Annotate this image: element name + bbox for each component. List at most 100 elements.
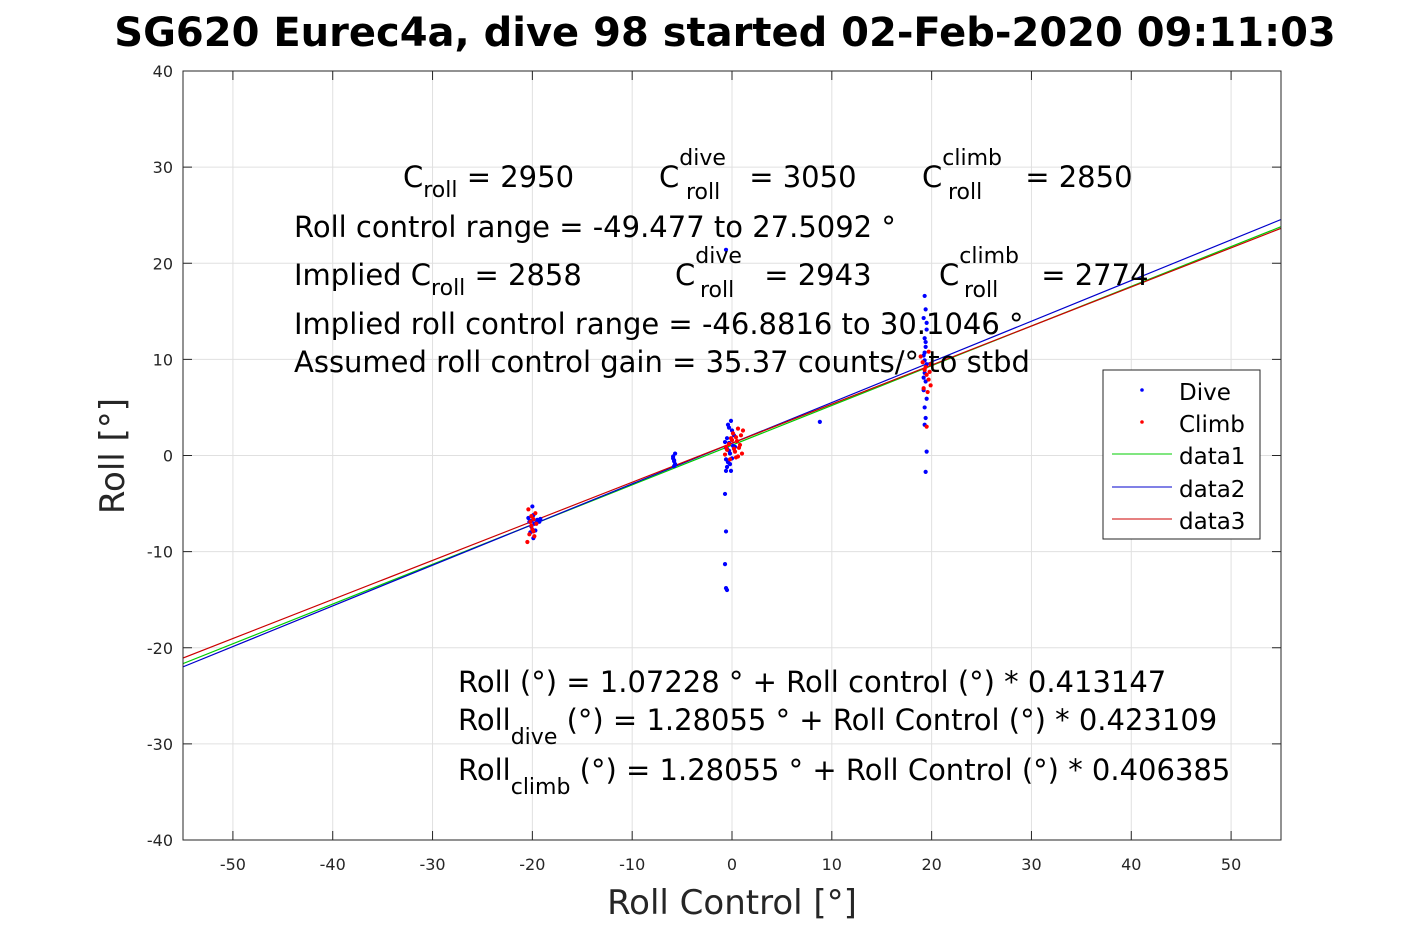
dive-point bbox=[526, 515, 531, 521]
dive-point bbox=[723, 468, 729, 473]
y-tick-label: -10 bbox=[147, 543, 173, 562]
dive-point bbox=[727, 451, 733, 456]
dive-point bbox=[923, 344, 928, 349]
x-tick-label: 30 bbox=[1021, 855, 1041, 874]
climb-point bbox=[738, 433, 744, 438]
x-tick-label: 50 bbox=[1221, 855, 1241, 874]
climb-point bbox=[735, 454, 741, 459]
legend-dive-label: Dive bbox=[1179, 380, 1231, 406]
dive-point bbox=[728, 468, 734, 473]
climb-point bbox=[531, 529, 536, 534]
chart-title: SG620 Eurec4a, dive 98 started 02-Feb-20… bbox=[114, 10, 1335, 56]
x-tick-label: -40 bbox=[320, 855, 346, 874]
y-tick-label: 40 bbox=[153, 62, 173, 81]
legend-data2-label: data2 bbox=[1179, 477, 1245, 503]
dive-point bbox=[921, 375, 926, 380]
roll-equation: Roll (°) = 1.07228 ° + Roll control (°) … bbox=[458, 665, 1166, 699]
x-tick-label: 40 bbox=[1121, 855, 1141, 874]
climb-point bbox=[924, 424, 929, 429]
y-tick-label: -20 bbox=[147, 639, 173, 658]
fit-line-data3 bbox=[183, 227, 1281, 659]
x-tick-label: -20 bbox=[519, 855, 545, 874]
dive-point bbox=[922, 350, 927, 355]
c-roll-annotation: Croll = 2950 bbox=[403, 160, 574, 203]
climb-point bbox=[730, 431, 736, 436]
y-tick-label: -30 bbox=[147, 735, 173, 754]
dive-point bbox=[722, 491, 728, 497]
dive-point bbox=[726, 425, 732, 430]
dive-point bbox=[923, 415, 928, 421]
climb-point bbox=[528, 519, 533, 524]
y-axis-ticks: -40 -30 -20 -10 0 10 20 30 40 bbox=[147, 62, 1281, 850]
legend: Dive Climb data1 data2 data3 bbox=[1102, 369, 1261, 540]
scatter-points bbox=[525, 247, 933, 593]
c-roll-dive-annotation: Cdive roll = 3050 bbox=[659, 146, 857, 205]
dive-point bbox=[817, 419, 822, 424]
climb-point bbox=[925, 389, 930, 395]
legend-climb-label: Climb bbox=[1179, 412, 1245, 438]
dive-point bbox=[673, 451, 678, 456]
legend-climb-marker bbox=[1140, 420, 1144, 424]
climb-point bbox=[731, 446, 737, 451]
climb-point bbox=[921, 386, 926, 391]
x-axis-label: Roll Control [°] bbox=[607, 883, 857, 923]
climb-point bbox=[739, 451, 745, 456]
x-tick-label: 20 bbox=[921, 855, 941, 874]
dive-point bbox=[724, 587, 730, 593]
climb-point bbox=[924, 372, 929, 377]
climb-point bbox=[923, 364, 928, 370]
dive-point bbox=[924, 327, 929, 332]
y-axis-label: Roll [°] bbox=[93, 398, 133, 514]
dive-point bbox=[728, 418, 734, 423]
roll-climb-equation: Rollclimb (°) = 1.28055 ° + Roll Control… bbox=[458, 753, 1230, 800]
x-tick-label: -50 bbox=[220, 855, 246, 874]
climb-point bbox=[734, 438, 740, 444]
x-tick-label: 0 bbox=[727, 855, 737, 874]
implied-c-roll-climb-annotation: Cclimb roll = 2774 bbox=[939, 244, 1149, 303]
dive-point bbox=[672, 463, 677, 469]
dive-point bbox=[924, 449, 929, 454]
dive-point bbox=[724, 464, 730, 470]
dive-point bbox=[923, 307, 928, 312]
climb-point bbox=[722, 452, 728, 457]
dive-point bbox=[923, 469, 928, 474]
climb-point bbox=[729, 438, 735, 443]
climb-point bbox=[534, 521, 539, 526]
legend-dive-marker bbox=[1140, 388, 1144, 392]
y-tick-label: 0 bbox=[163, 447, 173, 466]
y-tick-label: -40 bbox=[147, 831, 173, 850]
y-tick-label: 20 bbox=[153, 254, 173, 273]
climb-point bbox=[918, 354, 923, 359]
climb-point bbox=[928, 383, 933, 388]
x-tick-label: -30 bbox=[419, 855, 445, 874]
dive-point bbox=[723, 247, 729, 252]
dive-point bbox=[922, 336, 927, 341]
dive-point bbox=[922, 405, 927, 410]
climb-point bbox=[920, 360, 925, 365]
c-roll-climb-annotation: Cclimb roll = 2850 bbox=[922, 146, 1133, 205]
climb-point bbox=[529, 523, 534, 528]
implied-c-roll-dive-annotation: Cdive roll = 2943 bbox=[675, 244, 872, 303]
dive-point bbox=[924, 320, 929, 325]
climb-point bbox=[527, 532, 532, 537]
climb-point bbox=[926, 377, 931, 382]
y-tick-label: 30 bbox=[153, 158, 173, 177]
roll-dive-equation: Rolldive (°) = 1.28055 ° + Roll Control … bbox=[458, 703, 1217, 750]
dive-point bbox=[672, 458, 677, 463]
climb-point bbox=[726, 441, 732, 447]
x-tick-label: 10 bbox=[822, 855, 842, 874]
climb-point bbox=[529, 513, 534, 519]
gain-annotation: Assumed roll control gain = 35.37 counts… bbox=[294, 345, 1030, 379]
climb-point bbox=[526, 507, 531, 512]
climb-point bbox=[928, 362, 933, 367]
legend-data3-label: data3 bbox=[1179, 509, 1245, 535]
dive-point bbox=[724, 436, 730, 441]
dive-point bbox=[530, 504, 535, 509]
dive-point bbox=[923, 379, 928, 384]
climb-point bbox=[533, 511, 538, 516]
dive-point bbox=[924, 396, 929, 401]
x-axis-ticks: -50 -40 -30 -20 -10 0 10 20 30 40 50 bbox=[220, 71, 1241, 874]
legend-data1-label: data1 bbox=[1179, 444, 1245, 470]
climb-point bbox=[532, 534, 537, 539]
